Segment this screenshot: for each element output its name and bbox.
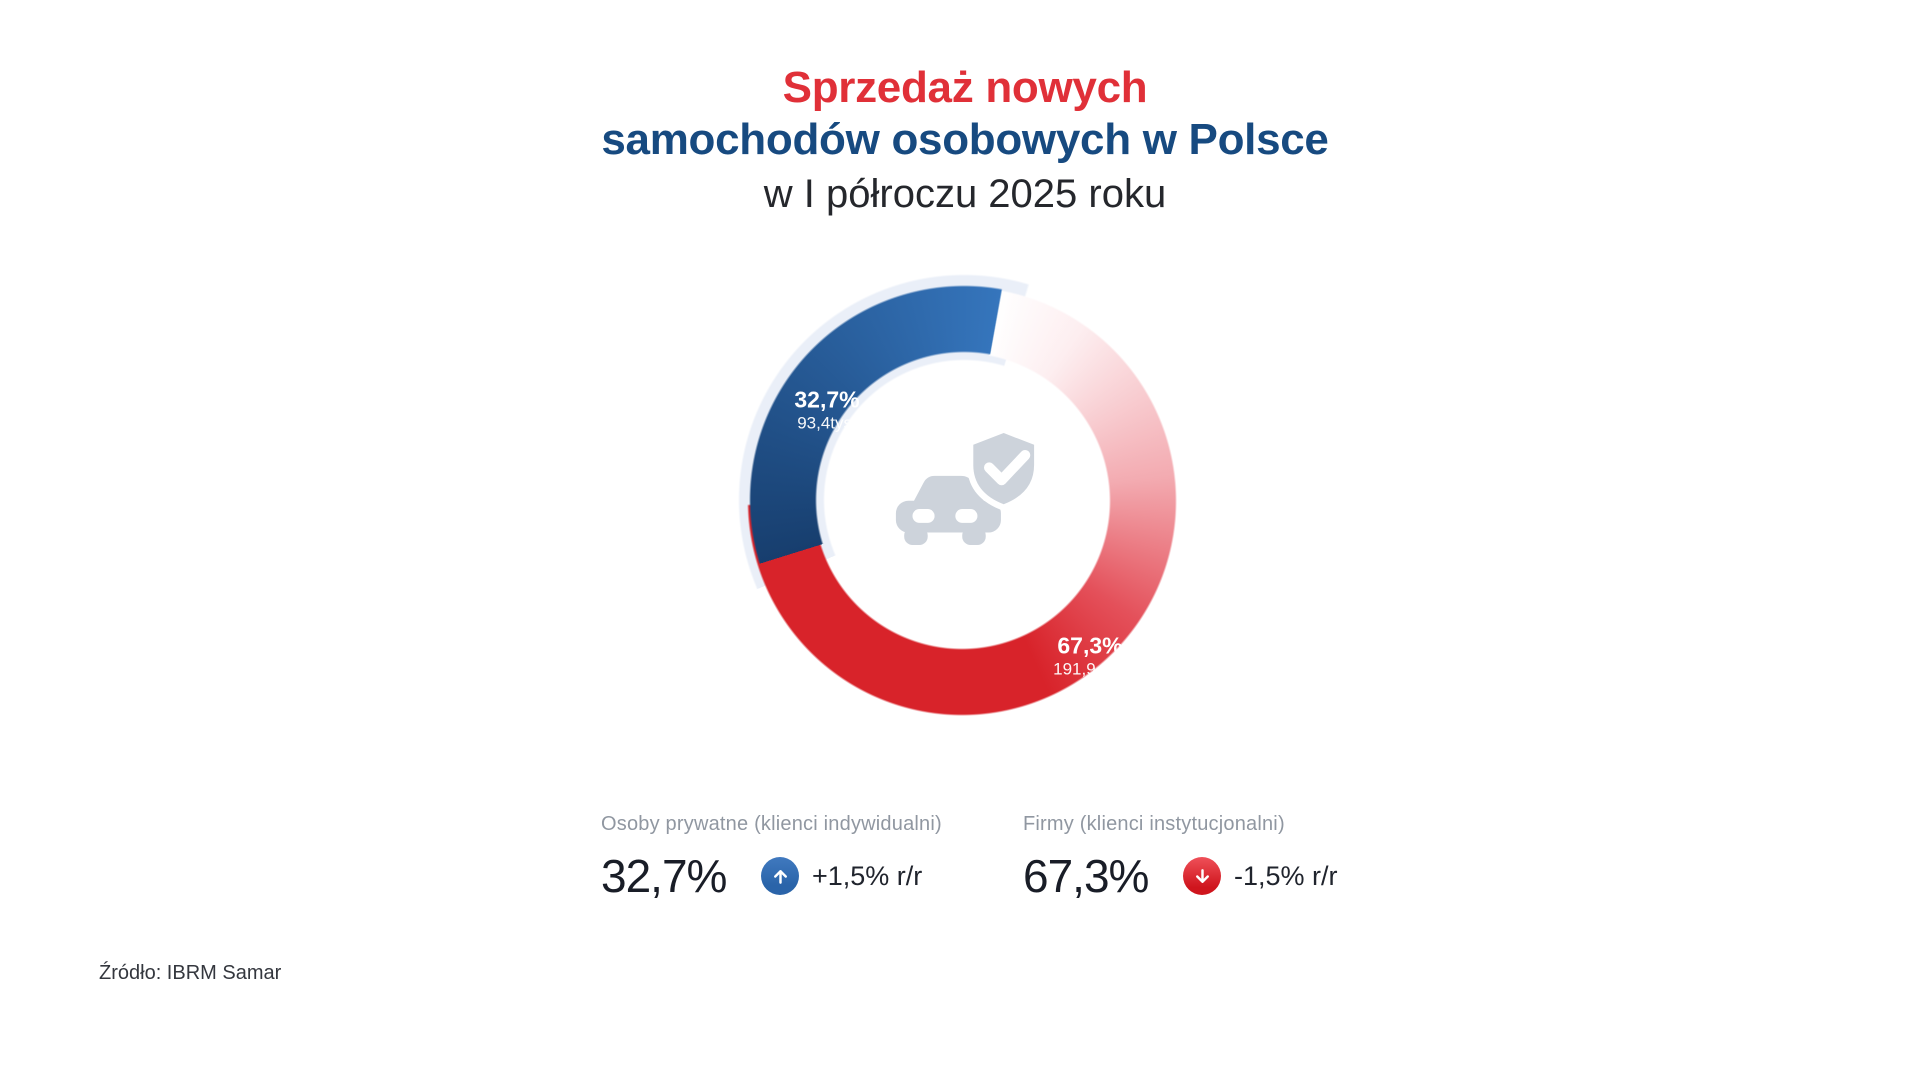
arrow-up-badge [761, 857, 799, 895]
stat-osoby-prywatne: Osoby prywatne (klienci indywidualni) 32… [601, 812, 942, 902]
stat-value-osoby-prywatne: 32,7% [601, 850, 727, 902]
page-title: Sprzedaż nowych samochodów osobowych w P… [0, 62, 1920, 220]
stat-value-firmy: 67,3% [1023, 850, 1149, 902]
arrow-up-icon [773, 869, 787, 884]
stat-label-osoby-prywatne: Osoby prywatne (klienci indywidualni) [601, 813, 942, 835]
stat-change-firmy: -1,5% r/r [1234, 861, 1338, 891]
stat-change-osoby-prywatne: +1,5% r/r [812, 861, 923, 891]
stat-label-firmy: Firmy (klienci instytucjonalni) [1023, 813, 1285, 835]
stat-row-firmy: 67,3% -1,5% r/r [1023, 850, 1338, 902]
title-line-3: w I półroczu 2025 roku [763, 172, 1167, 216]
car-with-shield-check-icon [889, 426, 1041, 569]
donut-value-firmy: 67,3% [1057, 632, 1123, 659]
donut-count-osoby-prywatne: 93,4tys. [797, 413, 857, 433]
title-line-1: Sprzedaż nowych [782, 63, 1148, 112]
donut-label-osoby-prywatne: 32,7% 93,4tys. [794, 387, 859, 434]
donut-label-firmy: 67,3% 191,9 tys. [1053, 633, 1127, 680]
title-line-2: samochodów osobowych w Polsce [601, 115, 1329, 164]
arrow-down-badge [1183, 857, 1221, 895]
stat-row-osoby-prywatne: 32,7% +1,5% r/r [601, 850, 942, 902]
donut-chart: 32,7% 93,4tys. 67,3% 191,9 tys. [734, 272, 1192, 729]
stat-firmy: Firmy (klienci instytucjonalni) 67,3% -1… [1023, 812, 1338, 902]
donut-value-osoby-prywatne: 32,7% [794, 386, 860, 413]
arrow-down-icon [1195, 868, 1209, 883]
source-note: Źródło: IBRM Samar [99, 962, 282, 984]
donut-count-firmy: 191,9 tys. [1053, 659, 1127, 679]
